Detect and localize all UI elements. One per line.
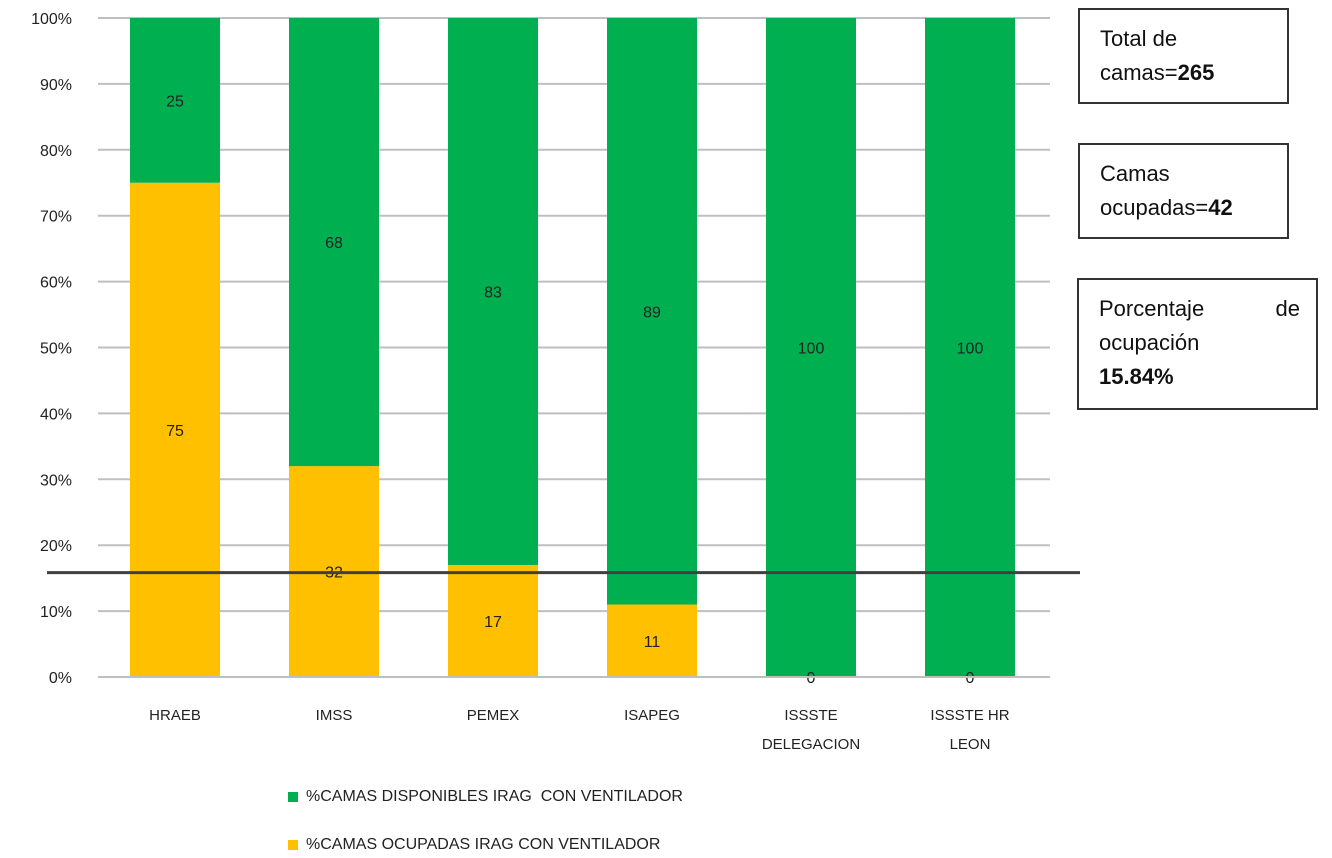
y-tick-label: 40% [40, 406, 72, 423]
bar-disponibles [607, 18, 697, 605]
x-category-label: LEON [950, 736, 991, 753]
total-beds-label: Total de [1100, 26, 1178, 51]
total-beds-label2: camas= [1100, 60, 1178, 85]
data-label-disponibles: 25 [166, 93, 184, 110]
occupancy-value: 15.84% [1099, 364, 1174, 389]
bar-ocupadas [448, 564, 538, 677]
data-label-disponibles: 68 [325, 235, 343, 252]
occupied-beds-label2: ocupadas= [1100, 195, 1209, 220]
total-beds-line: camas=265 [1100, 56, 1271, 90]
axis-layer: 0% 10% 20% 30% 40% 50% 60% 70% 80% 90% 100% HRAEB IM… [31, 11, 1050, 753]
data-label-ocupadas: 0 [966, 670, 975, 687]
y-tick-label: 80% [40, 143, 72, 160]
x-category-label: PEMEX [467, 707, 520, 724]
data-label-ocupadas: 17 [484, 614, 502, 631]
y-tick-label: 60% [40, 275, 72, 292]
data-label-ocupadas: 0 [807, 670, 816, 687]
y-tick-label: 70% [40, 209, 72, 226]
x-category-label: HRAEB [149, 707, 201, 724]
occupancy-label2: ocupación [1099, 330, 1200, 355]
bar-disponibles [925, 18, 1015, 677]
x-category-label: IMSS [316, 707, 353, 724]
x-category-label: ISSSTE [784, 707, 837, 724]
data-label-disponibles: 100 [957, 341, 984, 358]
bar-ocupadas [607, 604, 697, 677]
y-tick-label: 20% [40, 538, 72, 555]
y-tick-label: 10% [40, 604, 72, 621]
x-category-label: DELEGACION [762, 736, 860, 753]
total-beds-value: 265 [1177, 60, 1215, 85]
y-tick-label: 100% [31, 11, 72, 28]
y-tick-label: 90% [40, 77, 72, 94]
occupancy-label-b: de [1275, 296, 1300, 321]
y-tick-label: 0% [49, 670, 72, 687]
grid-layer [98, 17, 1050, 613]
occupied-beds-box: Camas ocupadas=42 [1078, 143, 1289, 239]
y-tick-label: 30% [40, 472, 72, 489]
data-label-disponibles: 83 [484, 284, 502, 301]
occupied-beds-label: Camas [1100, 161, 1170, 186]
data-label-disponibles: 100 [798, 341, 825, 358]
x-category-label: ISSSTE HR [930, 707, 1009, 724]
y-tick-label: 50% [40, 341, 72, 358]
legend-label-disponibles: %CAMAS DISPONIBLES IRAG CON VENTILADOR [306, 788, 683, 805]
occupied-beds-line: ocupadas=42 [1100, 191, 1271, 225]
occupied-beds-value: 42 [1208, 195, 1233, 220]
x-category-label: ISAPEG [624, 707, 680, 724]
occupancy-label-line: Porcentaje de [1099, 292, 1300, 326]
bar-ocupadas [130, 182, 220, 677]
legend-swatch-disponibles [288, 792, 298, 802]
bar-disponibles [130, 18, 220, 183]
legend-item-ocupadas: %CAMAS OCUPADAS IRAG CON VENTILADOR [288, 836, 660, 854]
bar-disponibles [766, 18, 856, 677]
legend-item-disponibles: %CAMAS DISPONIBLES IRAG CON VENTILADOR [288, 788, 683, 806]
legend-label-ocupadas: %CAMAS OCUPADAS IRAG CON VENTILADOR [306, 836, 661, 853]
bar-disponibles [289, 18, 379, 467]
data-label-ocupadas: 75 [166, 423, 184, 440]
legend-swatch-ocupadas [288, 840, 298, 850]
bar-disponibles [448, 18, 538, 565]
bars-layer [130, 18, 1015, 677]
occupancy-label-a: Porcentaje [1099, 296, 1205, 321]
data-label-ocupadas: 11 [644, 634, 661, 651]
total-beds-box: Total de camas=265 [1078, 8, 1289, 104]
data-label-disponibles: 89 [643, 304, 661, 321]
occupancy-percentage-box: Porcentaje de ocupación 15.84% [1077, 278, 1318, 410]
